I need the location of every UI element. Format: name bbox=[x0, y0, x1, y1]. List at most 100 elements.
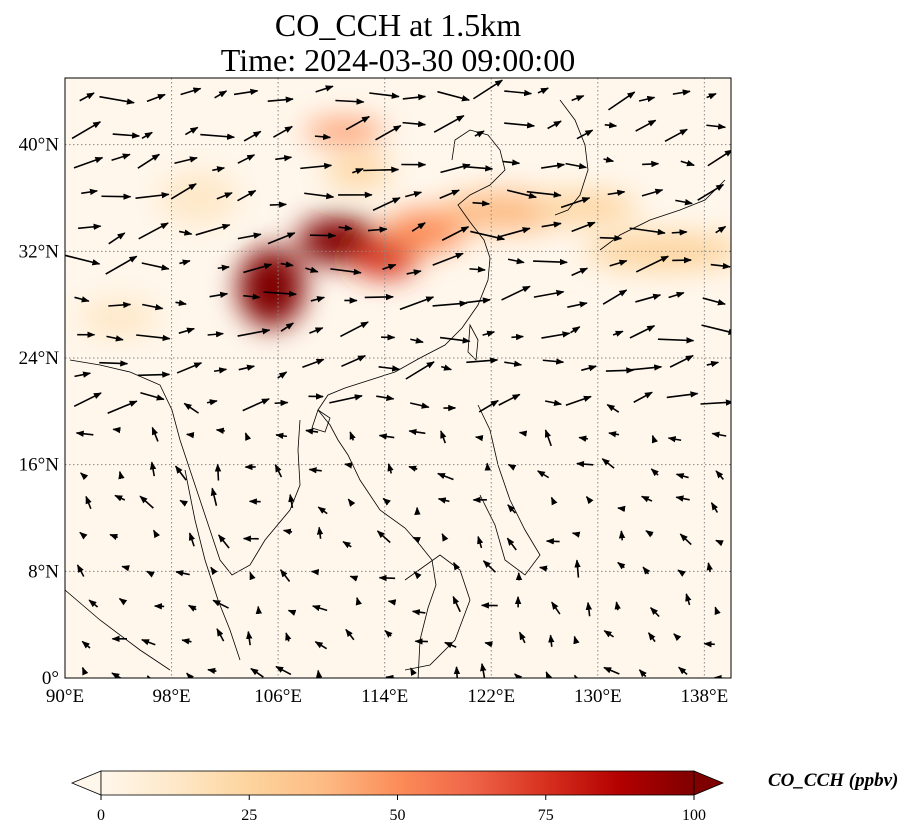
wind-arrow bbox=[585, 495, 594, 505]
wind-arrow bbox=[141, 638, 156, 646]
wind-arrow bbox=[135, 192, 170, 199]
wind-arrow bbox=[216, 192, 233, 200]
wind-arrow bbox=[507, 463, 517, 471]
wind-arrow bbox=[146, 675, 155, 678]
wind-arrow bbox=[638, 669, 647, 678]
wind-arrow bbox=[330, 268, 362, 276]
wind-arrow bbox=[212, 599, 229, 609]
wind-arrow bbox=[465, 297, 491, 304]
wind-arrow bbox=[138, 222, 169, 240]
wind-arrow bbox=[81, 640, 91, 649]
wind-arrow bbox=[382, 497, 391, 506]
wind-arrow bbox=[214, 90, 228, 99]
wind-arrow bbox=[314, 133, 332, 141]
wind-arrow bbox=[440, 430, 447, 444]
wind-arrow bbox=[246, 630, 253, 646]
wind-arrow bbox=[609, 259, 628, 267]
wind-arrow bbox=[574, 559, 581, 578]
wind-arrow bbox=[238, 364, 256, 371]
wind-arrow bbox=[408, 428, 426, 436]
wind-arrow bbox=[518, 631, 526, 644]
wind-arrow bbox=[210, 487, 218, 506]
wind-arrow bbox=[185, 432, 195, 439]
wind-arrow bbox=[399, 296, 435, 311]
wind-arrow bbox=[275, 432, 288, 440]
wind-arrow bbox=[181, 638, 192, 645]
wind-arrow bbox=[711, 431, 727, 438]
wind-arrow bbox=[633, 391, 653, 403]
wind-arrow bbox=[347, 498, 356, 507]
coastline-philippines bbox=[477, 404, 541, 576]
wind-arrow bbox=[710, 502, 719, 513]
wind-arrow bbox=[502, 159, 521, 166]
wind-arrow bbox=[175, 299, 187, 307]
wind-arrow bbox=[411, 222, 426, 232]
wind-arrow bbox=[170, 183, 197, 200]
wind-arrow bbox=[408, 465, 418, 472]
co-plume bbox=[78, 298, 159, 338]
wind-arrow bbox=[548, 634, 555, 647]
wind-arrow bbox=[715, 225, 727, 234]
wind-arrow bbox=[382, 263, 397, 271]
wind-arrow bbox=[406, 269, 422, 276]
wind-arrow bbox=[146, 93, 166, 103]
wind-arrow bbox=[136, 334, 171, 342]
wind-arrow bbox=[210, 566, 218, 576]
wind-arrow bbox=[88, 599, 99, 608]
wind-arrow bbox=[640, 495, 653, 503]
wind-arrow bbox=[367, 226, 388, 233]
wind-arrow bbox=[542, 358, 565, 365]
wind-arrow bbox=[118, 470, 125, 480]
wind-arrow bbox=[176, 362, 203, 374]
colorbar-tick-label: 50 bbox=[390, 807, 406, 824]
wind-arrow bbox=[345, 628, 355, 641]
wind-arrow bbox=[617, 505, 626, 513]
wind-arrow bbox=[604, 122, 618, 129]
coastline-sumatra bbox=[65, 589, 171, 671]
wind-arrow bbox=[567, 301, 588, 309]
longitude-tick-label: 90°E bbox=[46, 686, 84, 707]
wind-arrow bbox=[280, 322, 294, 332]
wind-arrow bbox=[667, 436, 682, 443]
wind-arrow bbox=[680, 160, 695, 167]
wind-arrow bbox=[305, 428, 319, 435]
wind-arrow bbox=[310, 568, 320, 576]
wind-arrow bbox=[470, 230, 506, 241]
wind-arrow bbox=[285, 632, 292, 642]
colorbar-tick-label: 100 bbox=[682, 807, 706, 824]
wind-arrow bbox=[565, 395, 592, 406]
wind-arrow bbox=[441, 364, 452, 371]
wind-arrow bbox=[700, 399, 731, 406]
wind-arrow bbox=[378, 433, 395, 440]
wind-arrow bbox=[702, 297, 726, 306]
wind-arrow bbox=[141, 131, 153, 139]
wind-arrow bbox=[214, 463, 222, 481]
map-subtitle-time: Time: 2024-03-30 09:00:00 bbox=[220, 42, 576, 78]
wind-arrow bbox=[499, 227, 531, 238]
latitude-tick-label: 40°N bbox=[19, 135, 60, 156]
wind-arrow bbox=[73, 156, 104, 169]
wind-arrow bbox=[581, 365, 597, 372]
wind-arrow bbox=[507, 257, 525, 265]
wind-arrow bbox=[329, 394, 363, 404]
wind-arrow bbox=[267, 96, 294, 103]
wind-arrow bbox=[679, 533, 692, 546]
wind-arrow bbox=[405, 191, 423, 198]
wind-arrow bbox=[544, 399, 563, 406]
wind-arrow bbox=[287, 609, 297, 616]
wind-arrow bbox=[444, 641, 457, 649]
map-title: CO_CCH at 1.5km bbox=[274, 7, 522, 43]
wind-arrow bbox=[642, 566, 651, 575]
wind-arrow bbox=[267, 232, 296, 245]
wind-arrow bbox=[526, 190, 562, 198]
wind-arrow bbox=[504, 89, 533, 97]
wind-arrow bbox=[706, 360, 720, 368]
wind-arrow bbox=[369, 92, 400, 99]
wind-arrow bbox=[608, 431, 620, 438]
co-plume bbox=[158, 171, 239, 225]
wind-arrow bbox=[74, 296, 90, 303]
longitude-tick-label: 114°E bbox=[361, 686, 408, 707]
wind-arrow bbox=[237, 189, 257, 202]
wind-arrow bbox=[316, 526, 324, 539]
wind-arrow bbox=[645, 530, 654, 538]
